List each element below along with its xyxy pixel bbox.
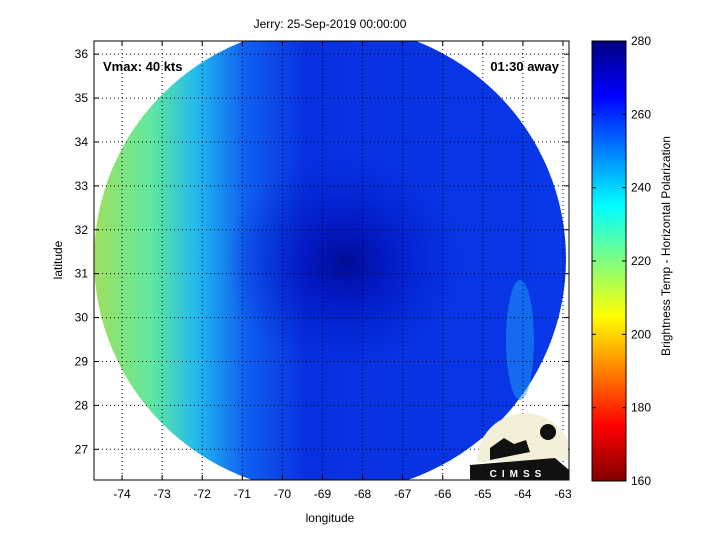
chart-title: Jerry: 25-Sep-2019 00:00:00 — [254, 17, 407, 31]
colorbar-tick-label: 240 — [631, 181, 651, 195]
x-tick-label: -72 — [194, 487, 212, 501]
colorbar-label: Brightness Temp - Horizontal Polarizatio… — [659, 136, 673, 356]
vmax-annotation: Vmax: 40 kts — [103, 59, 183, 74]
y-tick-label: 31 — [75, 267, 89, 281]
colorbar-tick-label: 180 — [631, 401, 651, 415]
colorbar-tick-label: 280 — [631, 34, 651, 48]
time-offset-annotation: 01:30 away — [490, 59, 559, 74]
x-axis-label: longitude — [306, 511, 355, 525]
x-tick-label: -71 — [234, 487, 252, 501]
y-tick-label: 35 — [75, 91, 89, 105]
x-tick-label: -73 — [153, 487, 171, 501]
colorbar-tick-label: 260 — [631, 107, 651, 121]
brightness-temp-image — [94, 41, 566, 480]
x-tick-label: -68 — [354, 487, 372, 501]
y-tick-label: 27 — [75, 442, 89, 456]
x-tick-label: -69 — [314, 487, 332, 501]
cimss-logo: CIMSS — [470, 413, 569, 480]
y-tick-label: 34 — [75, 135, 89, 149]
y-axis-label: latitude — [51, 240, 65, 279]
x-tick-label: -64 — [514, 487, 532, 501]
y-tick-label: 33 — [75, 179, 89, 193]
y-tick-label: 32 — [75, 223, 89, 237]
colorbar — [591, 40, 627, 482]
x-tick-label: -65 — [474, 487, 492, 501]
x-tick-label: -74 — [113, 487, 131, 501]
colorbar-tick-label: 160 — [631, 474, 651, 488]
colorbar-tick-label: 220 — [631, 254, 651, 268]
colorbar-tick-label: 200 — [631, 327, 651, 341]
y-tick-label: 29 — [75, 354, 89, 368]
y-tick-label: 36 — [75, 47, 89, 61]
y-tick-label: 28 — [75, 398, 89, 412]
plot-axes — [93, 40, 570, 481]
x-tick-label: -70 — [274, 487, 292, 501]
x-tick-label: -66 — [434, 487, 452, 501]
x-tick-label: -63 — [554, 487, 572, 501]
y-tick-label: 30 — [75, 311, 89, 325]
logo-text: CIMSS — [490, 469, 547, 480]
x-tick-label: -67 — [394, 487, 412, 501]
